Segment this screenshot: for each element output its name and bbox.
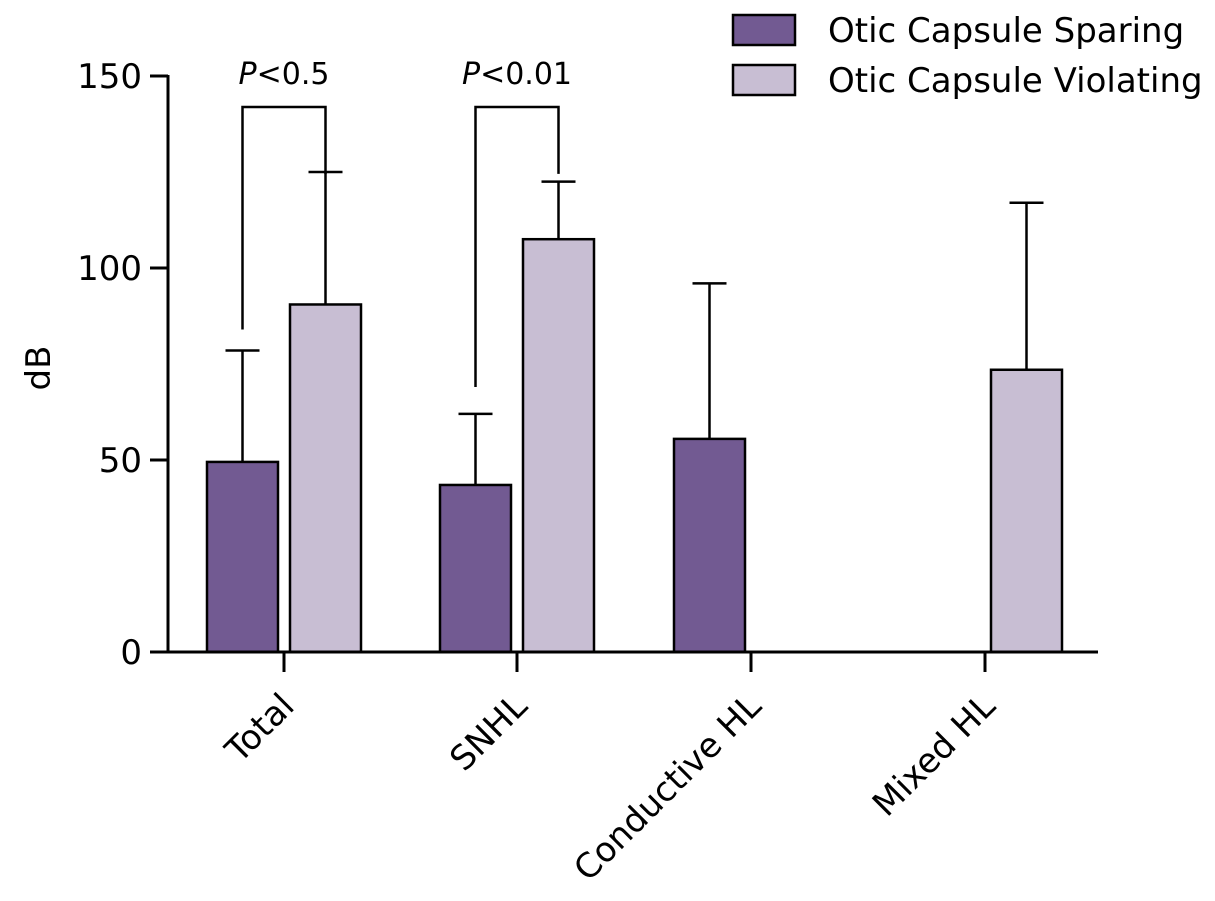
y-axis-title: dB [19, 346, 59, 391]
legend-swatch [731, 63, 797, 97]
p-value-label: P<0.01 [462, 57, 572, 92]
legend-label: Otic Capsule Sparing [828, 11, 1184, 51]
legend: Otic Capsule Sparing Otic Capsule Violati… [731, 11, 1203, 101]
y-tick-label: 50 [99, 441, 142, 481]
bar [205, 460, 280, 654]
x-category-label: Conductive HL [566, 686, 769, 889]
error-bars-group [225, 170, 1044, 485]
legend-label: Otic Capsule Violating [828, 61, 1203, 101]
y-axis-ticks: 0 50 100 150 [77, 57, 168, 673]
x-category-label: Mixed HL [865, 686, 1003, 824]
bar [989, 368, 1064, 654]
bars-group [205, 237, 1064, 654]
bar [288, 303, 363, 654]
x-category-label: SNHL [442, 686, 535, 779]
y-tick-label: 150 [77, 57, 142, 97]
x-category-label: Total [217, 686, 302, 771]
significance-bracket [474, 105, 560, 388]
bar [438, 483, 513, 654]
p-value-label: P<0.5 [239, 57, 330, 92]
significance-bracket [241, 105, 327, 330]
legend-swatch [731, 13, 797, 47]
significance-brackets-group: P<0.5 P<0.01 [239, 57, 572, 388]
plot-area: P<0.5 P<0.01 0 50 100 150 Total SNHL Conductiv… [77, 57, 1098, 889]
y-tick-label: 0 [120, 633, 142, 673]
bar [672, 437, 747, 654]
bar [521, 237, 596, 654]
x-axis-ticks: Total SNHL Conductive HL Mixed HL [217, 652, 1003, 889]
y-tick-label: 100 [77, 249, 142, 289]
